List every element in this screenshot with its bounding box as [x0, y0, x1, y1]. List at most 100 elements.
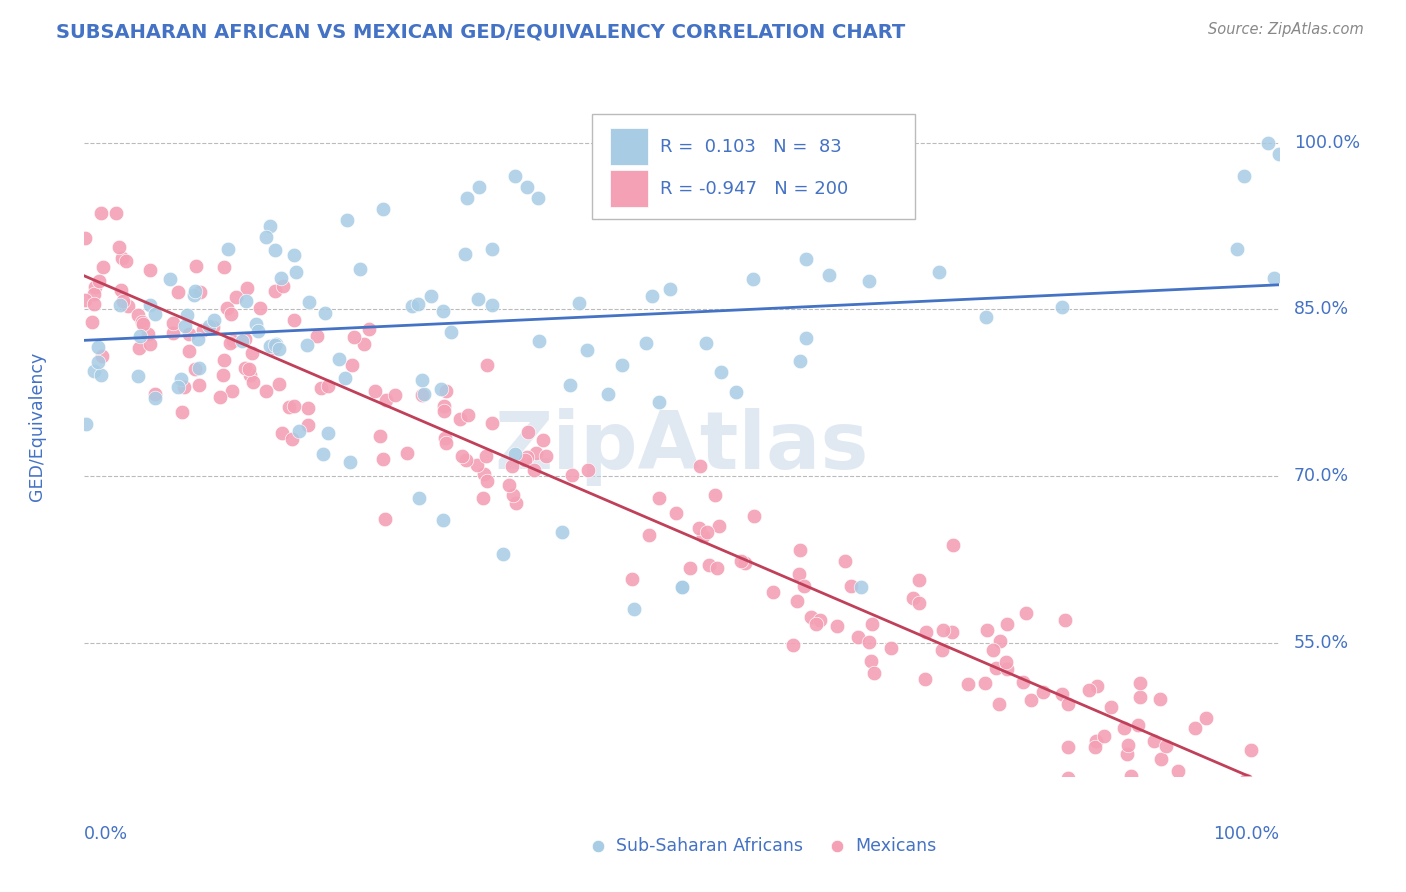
- Point: [117, 299, 139, 313]
- Point: [941, 625, 963, 640]
- Point: [710, 365, 733, 379]
- Point: [333, 370, 356, 384]
- Point: [339, 455, 361, 469]
- Point: [80, 315, 103, 329]
- Point: [956, 677, 979, 691]
- Text: GED/Equivalency: GED/Equivalency: [28, 351, 45, 500]
- Point: [162, 326, 184, 340]
- Point: [83, 364, 105, 378]
- Point: [433, 400, 456, 414]
- Point: [636, 335, 658, 350]
- Point: [623, 602, 645, 616]
- Point: [1268, 146, 1291, 161]
- Point: [143, 386, 166, 401]
- Point: [449, 411, 471, 425]
- Point: [373, 202, 395, 217]
- Point: [139, 337, 162, 351]
- Point: [1078, 683, 1101, 698]
- Point: [689, 458, 711, 473]
- Point: [742, 508, 765, 523]
- Point: [221, 384, 243, 398]
- Point: [143, 307, 166, 321]
- Point: [517, 425, 540, 439]
- Point: [995, 662, 1018, 676]
- Point: [1057, 739, 1080, 754]
- Point: [527, 191, 550, 205]
- Point: [242, 376, 264, 390]
- Point: [316, 379, 339, 393]
- Text: Sub-Saharan Africans: Sub-Saharan Africans: [616, 837, 803, 855]
- Point: [789, 354, 811, 368]
- Point: [453, 247, 475, 261]
- Point: [288, 425, 311, 439]
- Point: [188, 285, 211, 300]
- Point: [225, 290, 247, 304]
- Point: [1195, 710, 1218, 724]
- Text: 100.0%: 100.0%: [1294, 134, 1360, 152]
- Point: [173, 379, 195, 393]
- Point: [128, 341, 150, 355]
- Text: 70.0%: 70.0%: [1294, 467, 1348, 485]
- Point: [1057, 771, 1080, 785]
- Point: [1015, 607, 1038, 621]
- Point: [297, 418, 319, 433]
- Point: [84, 280, 107, 294]
- Point: [166, 285, 188, 299]
- Point: [1263, 271, 1285, 285]
- Point: [430, 382, 453, 396]
- Point: [1243, 780, 1265, 794]
- Point: [312, 447, 335, 461]
- Point: [498, 478, 520, 492]
- Point: [1114, 721, 1136, 735]
- Point: [440, 325, 463, 339]
- Text: R = -0.947   N = 200: R = -0.947 N = 200: [661, 180, 849, 198]
- Point: [1178, 780, 1201, 794]
- Point: [1050, 686, 1073, 700]
- Point: [467, 293, 489, 307]
- Point: [127, 308, 149, 322]
- Point: [846, 630, 869, 644]
- Point: [692, 529, 714, 543]
- Point: [384, 388, 406, 402]
- Point: [1143, 734, 1166, 748]
- Point: [502, 459, 524, 474]
- Point: [114, 253, 136, 268]
- Point: [131, 315, 153, 329]
- Point: [1116, 747, 1139, 762]
- Point: [456, 453, 478, 467]
- Point: [188, 361, 211, 376]
- Point: [474, 449, 496, 463]
- Point: [432, 513, 454, 527]
- Point: [143, 391, 166, 405]
- Point: [193, 323, 215, 337]
- Point: [90, 368, 112, 382]
- Point: [638, 528, 661, 542]
- Point: [233, 360, 256, 375]
- Point: [245, 318, 267, 332]
- Point: [734, 556, 756, 570]
- Point: [1261, 780, 1284, 794]
- Point: [269, 376, 291, 391]
- Point: [561, 467, 583, 482]
- Point: [283, 313, 305, 327]
- Point: [86, 340, 108, 354]
- Point: [481, 243, 503, 257]
- Point: [221, 334, 243, 349]
- Point: [177, 327, 200, 342]
- Point: [170, 372, 193, 386]
- Point: [136, 327, 159, 342]
- Point: [536, 449, 558, 463]
- Point: [328, 351, 350, 366]
- Point: [349, 261, 371, 276]
- Point: [183, 288, 205, 302]
- Point: [863, 666, 886, 681]
- Point: [477, 358, 499, 372]
- Text: 0.0%: 0.0%: [84, 825, 128, 843]
- Point: [806, 616, 828, 631]
- Point: [375, 392, 398, 407]
- Point: [1240, 743, 1263, 757]
- Point: [298, 295, 321, 310]
- Point: [456, 191, 478, 205]
- Point: [270, 271, 292, 285]
- Point: [858, 635, 880, 649]
